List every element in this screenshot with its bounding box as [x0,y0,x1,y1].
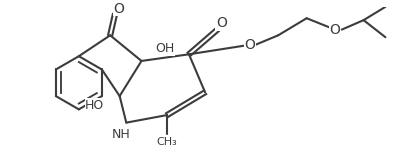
Text: NH: NH [112,127,131,140]
Text: O: O [113,2,124,16]
Text: O: O [216,16,227,30]
Text: O: O [244,38,255,52]
Text: CH₃: CH₃ [157,137,178,147]
Text: HO: HO [85,99,104,112]
Text: OH: OH [155,42,174,55]
Text: O: O [330,23,341,37]
